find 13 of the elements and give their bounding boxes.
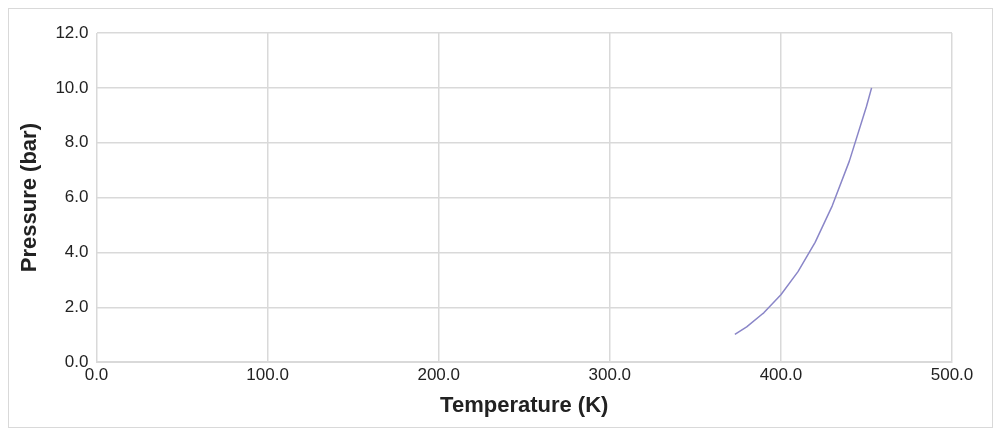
y-axis-title: Pressure (bar) xyxy=(16,123,42,273)
x-tick-label: 400.0 xyxy=(759,365,803,385)
y-tick-label: 2.0 xyxy=(64,297,89,317)
x-tick-label: 300.0 xyxy=(588,365,632,385)
x-axis-title: Temperature (K) xyxy=(440,391,609,417)
x-tick-label: 500.0 xyxy=(930,365,974,385)
y-tick-label: 4.0 xyxy=(64,242,89,262)
y-tick-label: 8.0 xyxy=(64,132,89,152)
y-tick-label: 6.0 xyxy=(64,187,89,207)
x-tick-label: 100.0 xyxy=(246,365,289,385)
x-tick-label: 200.0 xyxy=(417,365,460,385)
y-tick-label: 12.0 xyxy=(55,22,89,42)
y-tick-label: 10.0 xyxy=(55,77,89,97)
